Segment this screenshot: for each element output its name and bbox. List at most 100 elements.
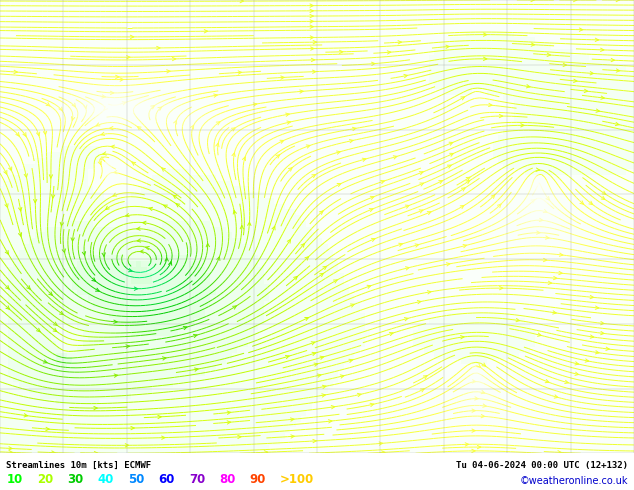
FancyArrowPatch shape	[158, 416, 161, 418]
FancyArrowPatch shape	[460, 336, 464, 339]
FancyArrowPatch shape	[233, 306, 236, 309]
FancyArrowPatch shape	[110, 91, 113, 95]
FancyArrowPatch shape	[419, 172, 423, 175]
FancyArrowPatch shape	[138, 126, 141, 130]
FancyArrowPatch shape	[600, 48, 604, 51]
FancyArrowPatch shape	[546, 196, 550, 200]
FancyArrowPatch shape	[590, 72, 593, 75]
FancyArrowPatch shape	[173, 196, 177, 198]
Text: 10: 10	[6, 472, 23, 486]
FancyArrowPatch shape	[545, 236, 549, 239]
FancyArrowPatch shape	[323, 266, 327, 270]
FancyArrowPatch shape	[521, 123, 524, 127]
FancyArrowPatch shape	[580, 201, 583, 204]
FancyArrowPatch shape	[281, 76, 284, 79]
FancyArrowPatch shape	[96, 123, 100, 126]
FancyArrowPatch shape	[151, 106, 155, 109]
FancyArrowPatch shape	[611, 58, 614, 62]
FancyArrowPatch shape	[320, 356, 323, 359]
FancyArrowPatch shape	[318, 374, 321, 377]
FancyArrowPatch shape	[132, 162, 136, 165]
FancyArrowPatch shape	[165, 258, 169, 261]
FancyArrowPatch shape	[420, 389, 424, 392]
FancyArrowPatch shape	[134, 287, 138, 291]
FancyArrowPatch shape	[590, 295, 593, 299]
FancyArrowPatch shape	[405, 205, 409, 208]
FancyArrowPatch shape	[574, 0, 577, 2]
FancyArrowPatch shape	[337, 184, 341, 187]
FancyArrowPatch shape	[101, 132, 105, 136]
FancyArrowPatch shape	[313, 41, 316, 44]
FancyArrowPatch shape	[195, 368, 198, 371]
FancyArrowPatch shape	[82, 251, 86, 255]
FancyArrowPatch shape	[595, 306, 598, 309]
FancyArrowPatch shape	[131, 35, 134, 39]
FancyArrowPatch shape	[137, 227, 140, 230]
FancyArrowPatch shape	[465, 443, 469, 446]
Text: 70: 70	[189, 472, 205, 486]
FancyArrowPatch shape	[227, 411, 231, 415]
FancyArrowPatch shape	[314, 363, 318, 366]
FancyArrowPatch shape	[466, 177, 470, 180]
FancyArrowPatch shape	[113, 193, 117, 196]
FancyArrowPatch shape	[306, 145, 310, 148]
FancyArrowPatch shape	[9, 451, 13, 454]
FancyArrowPatch shape	[349, 359, 353, 363]
FancyArrowPatch shape	[60, 222, 63, 226]
Text: 30: 30	[67, 472, 84, 486]
FancyArrowPatch shape	[526, 85, 530, 88]
FancyArrowPatch shape	[24, 174, 27, 177]
FancyArrowPatch shape	[372, 238, 375, 242]
FancyArrowPatch shape	[94, 451, 98, 455]
FancyArrowPatch shape	[312, 174, 316, 178]
FancyArrowPatch shape	[484, 57, 487, 60]
FancyArrowPatch shape	[477, 364, 481, 368]
FancyArrowPatch shape	[602, 191, 605, 195]
FancyArrowPatch shape	[16, 132, 19, 136]
FancyArrowPatch shape	[313, 440, 316, 442]
FancyArrowPatch shape	[419, 210, 423, 213]
FancyArrowPatch shape	[291, 435, 294, 438]
FancyArrowPatch shape	[481, 415, 484, 418]
FancyArrowPatch shape	[102, 253, 105, 256]
FancyArrowPatch shape	[531, 43, 534, 46]
FancyArrowPatch shape	[49, 175, 53, 178]
FancyArrowPatch shape	[475, 397, 478, 400]
FancyArrowPatch shape	[600, 321, 604, 325]
FancyArrowPatch shape	[169, 262, 172, 266]
FancyArrowPatch shape	[339, 50, 343, 53]
FancyArrowPatch shape	[439, 181, 443, 184]
FancyArrowPatch shape	[322, 394, 325, 397]
FancyArrowPatch shape	[337, 151, 340, 154]
FancyArrowPatch shape	[370, 403, 373, 407]
FancyArrowPatch shape	[558, 451, 561, 454]
FancyArrowPatch shape	[310, 9, 313, 13]
FancyArrowPatch shape	[462, 188, 465, 191]
FancyArrowPatch shape	[427, 291, 431, 294]
FancyArrowPatch shape	[595, 38, 598, 42]
FancyArrowPatch shape	[4, 171, 7, 174]
FancyArrowPatch shape	[404, 74, 408, 78]
FancyArrowPatch shape	[553, 311, 556, 314]
FancyArrowPatch shape	[369, 209, 373, 212]
FancyArrowPatch shape	[389, 332, 393, 336]
FancyArrowPatch shape	[574, 79, 577, 82]
FancyArrowPatch shape	[280, 140, 283, 143]
FancyArrowPatch shape	[276, 155, 280, 158]
FancyArrowPatch shape	[126, 345, 129, 348]
FancyArrowPatch shape	[231, 128, 235, 131]
FancyArrowPatch shape	[206, 244, 209, 247]
FancyArrowPatch shape	[162, 357, 166, 360]
FancyArrowPatch shape	[162, 168, 165, 172]
FancyArrowPatch shape	[372, 62, 375, 66]
FancyArrowPatch shape	[417, 300, 421, 304]
FancyArrowPatch shape	[120, 78, 124, 81]
FancyArrowPatch shape	[481, 391, 485, 393]
FancyArrowPatch shape	[143, 221, 146, 224]
FancyArrowPatch shape	[596, 109, 600, 112]
FancyArrowPatch shape	[482, 404, 486, 407]
FancyArrowPatch shape	[157, 47, 160, 49]
FancyArrowPatch shape	[102, 95, 105, 98]
FancyArrowPatch shape	[164, 205, 167, 208]
FancyArrowPatch shape	[84, 105, 87, 109]
